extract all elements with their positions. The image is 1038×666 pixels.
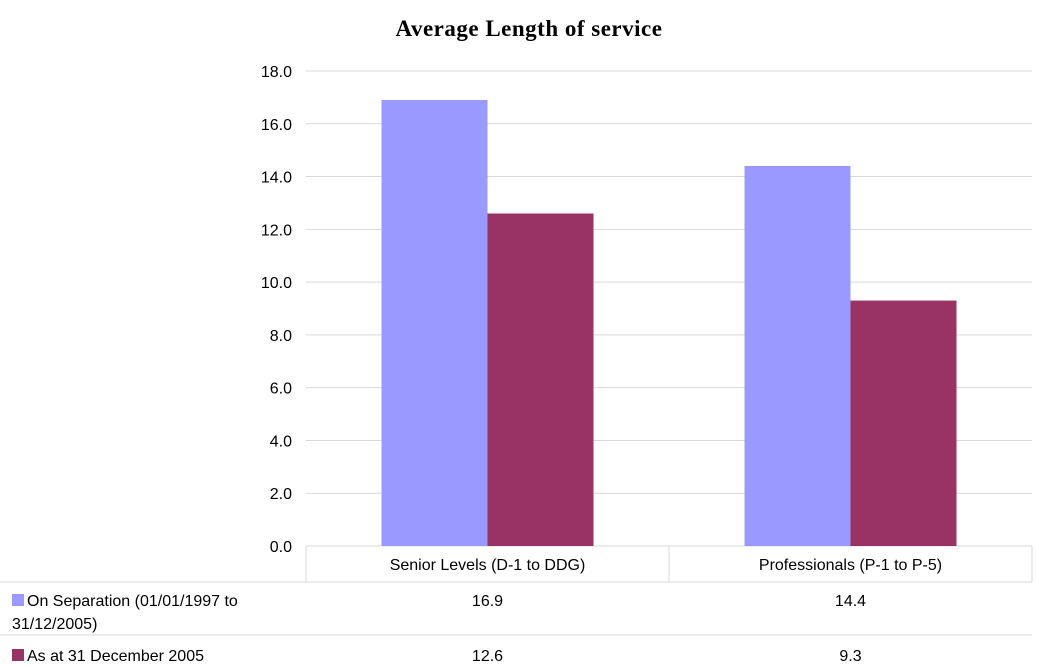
- legend-swatch: [12, 649, 24, 661]
- category-label: Professionals (P-1 to P-5): [759, 557, 942, 574]
- value-label: 9.3: [839, 648, 861, 665]
- y-tick-label: 4.0: [270, 433, 292, 450]
- legend-swatch: [12, 594, 24, 606]
- bar: [487, 213, 594, 546]
- value-label: 16.9: [472, 593, 503, 610]
- x-axis-categories: Senior Levels (D-1 to DDG) Professionals …: [390, 557, 942, 574]
- y-tick-label: 18.0: [261, 64, 292, 81]
- data-table-legend: On Separation (01/01/1997 to 31/12/2005) 1…: [0, 546, 1033, 665]
- y-axis-ticks: 0.0 2.0 4.0 6.0 8.0 10.0 12.0 14.0 16.0 18.0: [261, 64, 292, 556]
- legend-label: 31/12/2005): [12, 616, 97, 633]
- bar: [744, 166, 851, 546]
- chart-title: Average Length of service: [396, 16, 663, 41]
- y-tick-label: 14.0: [261, 170, 292, 187]
- value-label: 14.4: [835, 593, 866, 610]
- legend-label: As at 31 December 2005: [27, 648, 204, 665]
- y-tick-label: 8.0: [270, 328, 292, 345]
- y-tick-label: 10.0: [261, 275, 292, 292]
- category-label: Senior Levels (D-1 to DDG): [390, 557, 586, 574]
- y-tick-label: 0.0: [270, 539, 292, 556]
- y-tick-label: 12.0: [261, 222, 292, 239]
- y-tick-label: 16.0: [261, 117, 292, 134]
- y-tick-label: 2.0: [270, 486, 292, 503]
- value-label: 12.6: [472, 648, 503, 665]
- legend-label: On Separation (01/01/1997 to: [27, 593, 238, 610]
- bar: [850, 300, 957, 546]
- y-tick-label: 6.0: [270, 381, 292, 398]
- bars: [381, 100, 957, 547]
- bar: [381, 100, 488, 547]
